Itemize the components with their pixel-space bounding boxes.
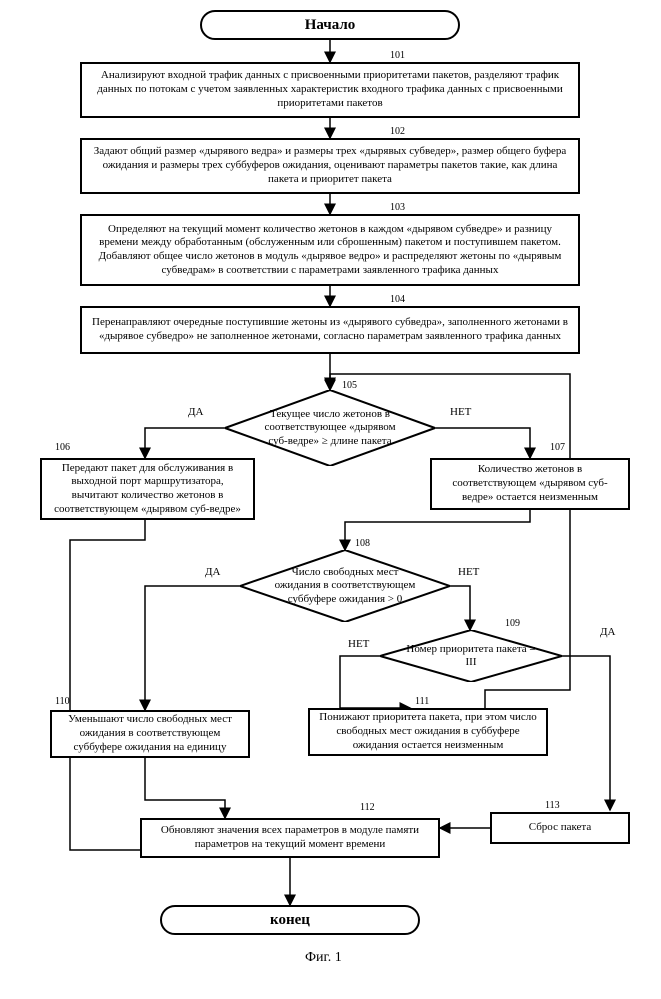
process-107: Количество жетонов в соответствующем «ды…	[430, 458, 630, 510]
decision-109-text: Номер приоритета пакета = III	[402, 643, 540, 669]
no-label-109: НЕТ	[348, 638, 369, 650]
process-107-text: Количество жетонов в соответствующем «ды…	[438, 463, 622, 504]
process-102-text: Задают общий размер «дырявого ведра» и р…	[88, 145, 572, 186]
node-number-102: 102	[390, 126, 405, 137]
start-terminator: Начало	[200, 10, 460, 40]
no-label-105: НЕТ	[450, 406, 471, 418]
process-103: Определяют на текущий момент количество …	[80, 214, 580, 286]
decision-109: Номер приоритета пакета = III	[380, 630, 562, 682]
node-number-112: 112	[360, 802, 375, 813]
decision-108-text: Число свободных мест ожидания в соответс…	[270, 566, 420, 606]
decision-105: Текущее число жетонов в соответствующее …	[225, 390, 435, 466]
node-number-113: 113	[545, 800, 560, 811]
node-number-104: 104	[390, 294, 405, 305]
decision-105-text: Текущее число жетонов в соответствующее …	[255, 408, 405, 448]
end-label: конец	[270, 912, 310, 929]
yes-label-109: ДА	[600, 626, 615, 638]
node-number-107: 107	[550, 442, 565, 453]
yes-label-105: ДА	[188, 406, 203, 418]
process-104-text: Перенаправляют очередные поступившие жет…	[88, 316, 572, 344]
process-111-text: Понижают приоритета пакета, при этом чис…	[316, 711, 540, 752]
process-104: Перенаправляют очередные поступившие жет…	[80, 306, 580, 354]
node-number-109: 109	[505, 618, 520, 629]
process-113-text: Сброс пакета	[529, 821, 592, 835]
figure-caption: Фиг. 1	[305, 950, 342, 966]
no-label-108: НЕТ	[458, 566, 479, 578]
process-106: Передают пакет для обслуживания в выходн…	[40, 458, 255, 520]
process-110: Уменьшают число свободных мест ожидания …	[50, 710, 250, 758]
process-112-text: Обновляют значения всех параметров в мод…	[148, 824, 432, 852]
process-101: Анализируют входной трафик данных с прис…	[80, 62, 580, 118]
decision-108: Число свободных мест ожидания в соответс…	[240, 550, 450, 622]
node-number-106: 106	[55, 442, 70, 453]
process-103-text: Определяют на текущий момент количество …	[88, 223, 572, 278]
start-label: Начало	[305, 17, 356, 34]
node-number-110: 110	[55, 696, 70, 707]
node-number-103: 103	[390, 202, 405, 213]
flowchart-canvas: Начало 101 Анализируют входной трафик да…	[10, 10, 651, 980]
node-number-101: 101	[390, 50, 405, 61]
process-111: Понижают приоритета пакета, при этом чис…	[308, 708, 548, 756]
process-110-text: Уменьшают число свободных мест ожидания …	[58, 713, 242, 754]
end-terminator: конец	[160, 905, 420, 935]
node-number-108: 108	[355, 538, 370, 549]
process-101-text: Анализируют входной трафик данных с прис…	[88, 69, 572, 110]
process-113: Сброс пакета	[490, 812, 630, 844]
process-106-text: Передают пакет для обслуживания в выходн…	[48, 462, 247, 517]
process-112: Обновляют значения всех параметров в мод…	[140, 818, 440, 858]
node-number-111: 111	[415, 696, 429, 707]
process-102: Задают общий размер «дырявого ведра» и р…	[80, 138, 580, 194]
yes-label-108: ДА	[205, 566, 220, 578]
